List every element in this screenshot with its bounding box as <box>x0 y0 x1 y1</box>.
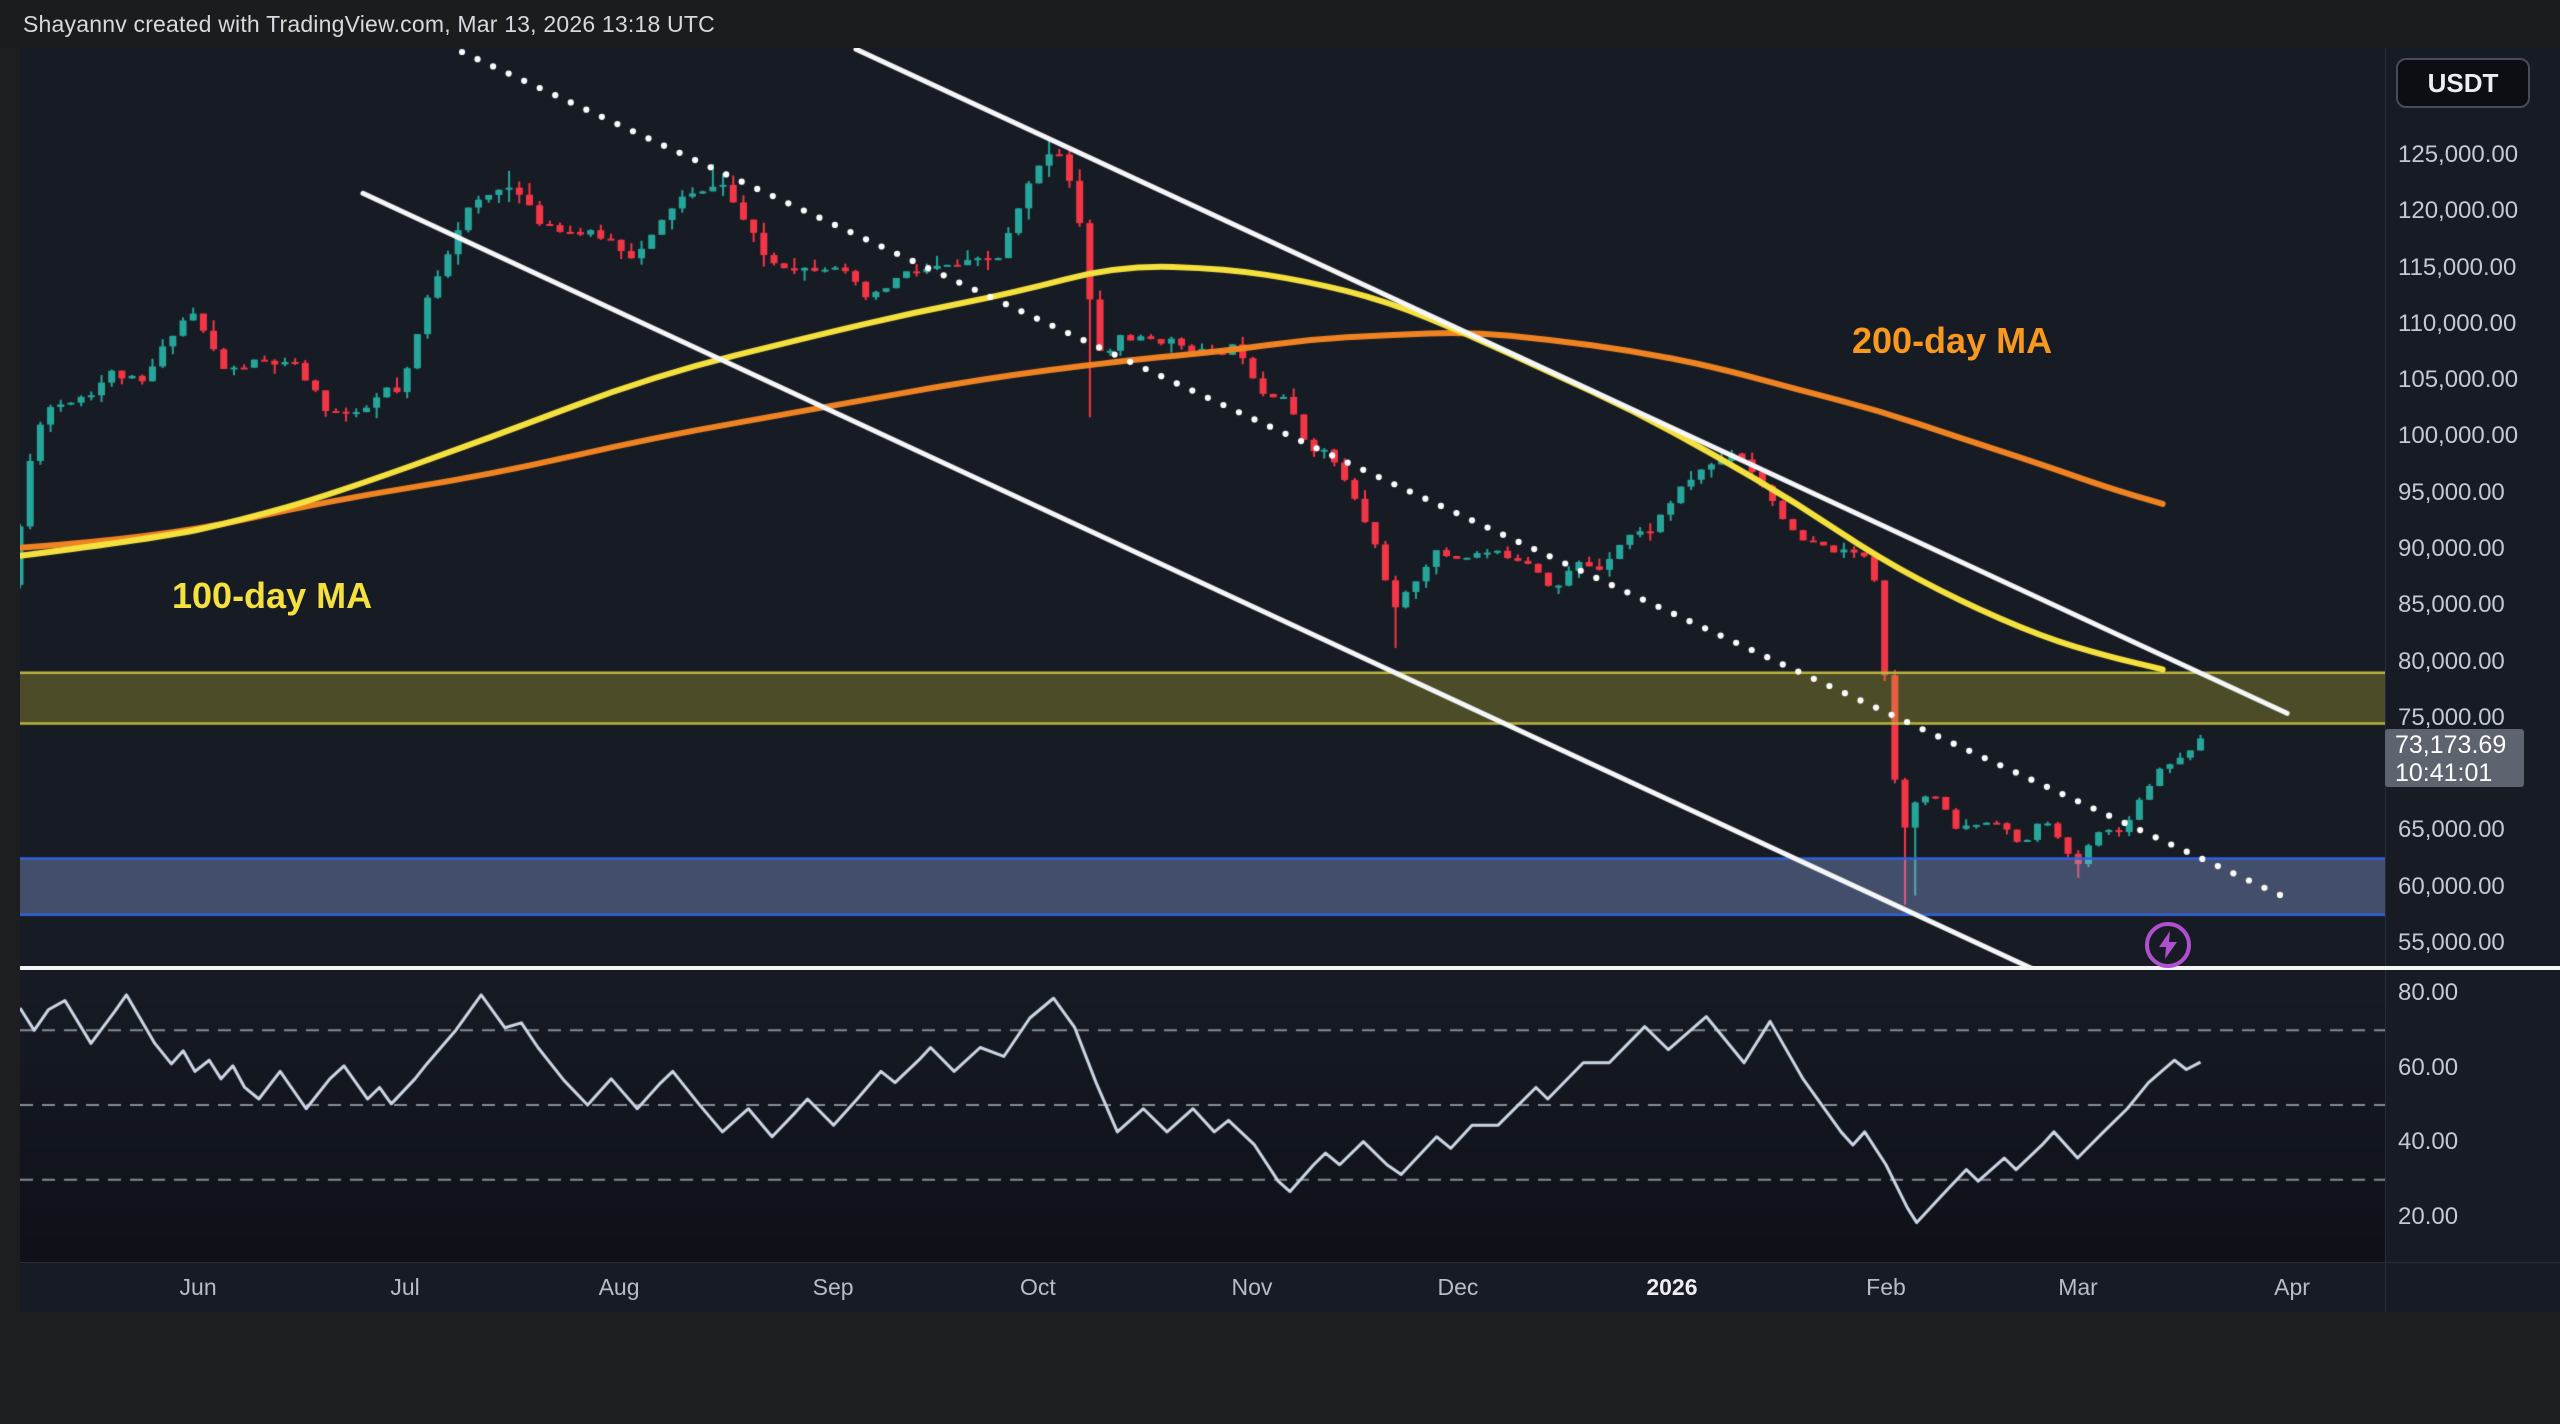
last-price-value: 73,173.69 <box>2395 731 2507 759</box>
top-bar: Shayannv created with TradingView.com, M… <box>0 0 2560 48</box>
bar-countdown: 10:41:01 <box>2395 759 2493 787</box>
bolt-glyph <box>2159 931 2177 959</box>
currency-toggle-button[interactable]: USDT <box>2396 58 2530 108</box>
attribution-text: Shayannv created with TradingView.com, M… <box>23 11 715 37</box>
price-axis-divider <box>2385 48 2386 1312</box>
time-axis-divider <box>20 1262 2560 1263</box>
price-chart-canvas[interactable] <box>20 48 2385 1262</box>
lightning-bolt-icon[interactable] <box>2145 922 2191 968</box>
chart-region <box>20 48 2560 1312</box>
bottom-bar: TradingView <box>0 1312 2560 1424</box>
last-price-label: 73,173.69 10:41:01 <box>2385 729 2524 787</box>
pane-separator[interactable] <box>20 966 2560 970</box>
